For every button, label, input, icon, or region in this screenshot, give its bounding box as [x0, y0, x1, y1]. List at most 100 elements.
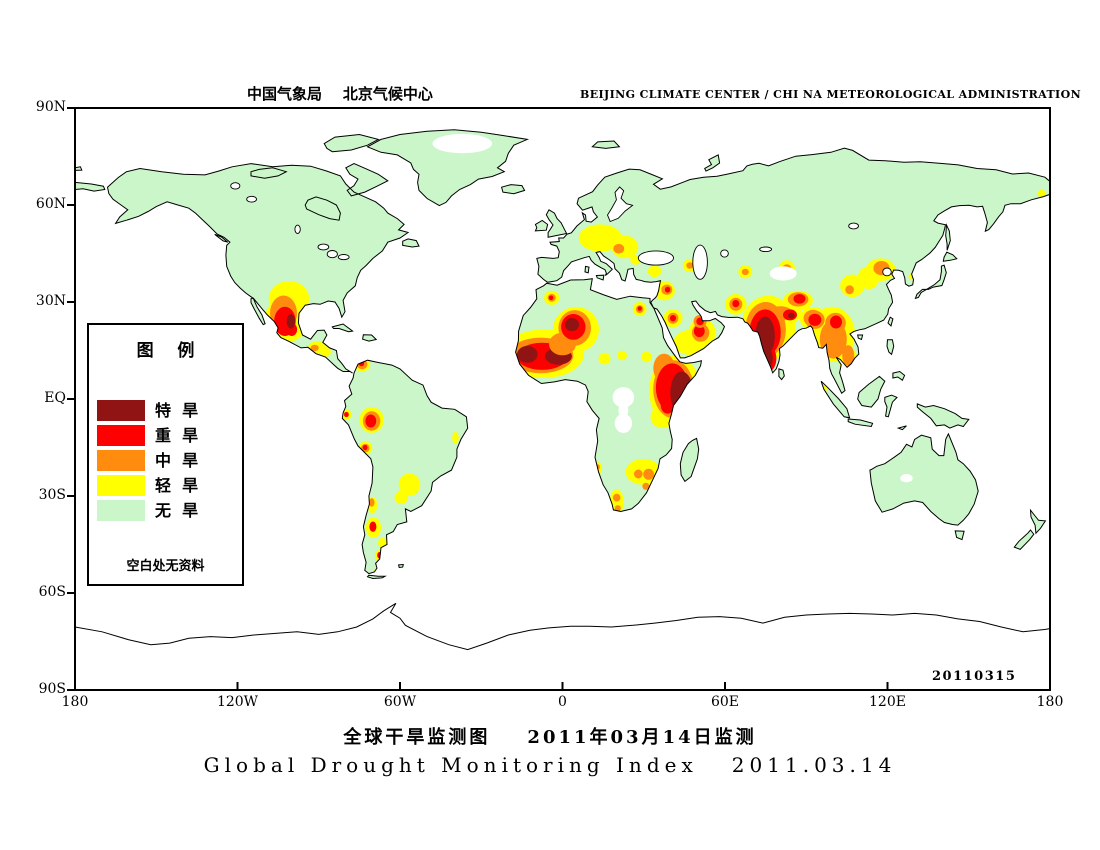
- coastline: [778, 368, 785, 381]
- legend-label-severe: 重 旱: [155, 426, 199, 445]
- legend-swatch-moderate: [97, 450, 145, 471]
- coastline: [250, 297, 266, 326]
- lon-label-120W-1: 120W: [216, 694, 259, 710]
- drought-sahara-central-extreme: [565, 318, 579, 332]
- coastline: [916, 403, 970, 429]
- coastline: [886, 339, 895, 356]
- drought-southern-africa-light: [625, 458, 661, 485]
- antarctica-coastline: [75, 602, 1050, 651]
- legend-swatch-extreme: [97, 400, 145, 421]
- legend-label-moderate: 中 旱: [155, 451, 199, 470]
- drought-chukotka-light: [1037, 189, 1046, 198]
- drought-caucasus-moderate: [686, 262, 694, 269]
- drought-peru-north-severe: [365, 414, 377, 428]
- drought-argentina-south-severe: [369, 521, 377, 532]
- lat-label-90S: 90S: [38, 681, 66, 697]
- lat-label-30N: 30N: [35, 293, 66, 309]
- no-data-patch: [614, 413, 633, 433]
- continent: [915, 265, 947, 299]
- drought-turkey-levant-light: [647, 265, 662, 278]
- lat-label-EQ: EQ: [44, 390, 66, 406]
- lat-label-90N: 90N: [35, 99, 66, 115]
- drought-balochistan-severe: [732, 300, 740, 308]
- continent: [345, 163, 388, 196]
- drought-southern-africa-moderate: [634, 469, 643, 479]
- drought-southern-africa-moderate: [614, 505, 621, 512]
- coastline: [857, 375, 886, 408]
- coastline: [515, 278, 703, 513]
- legend-label-none: 无 旱: [155, 501, 199, 520]
- continent: [1030, 510, 1046, 534]
- coastline: [820, 380, 851, 419]
- coastline: [1029, 508, 1047, 535]
- continent: [596, 275, 604, 280]
- legend-label-extreme: 特 旱: [155, 401, 199, 420]
- legend-no-data-note: 空白处无资料: [126, 559, 205, 574]
- coastline: [857, 334, 864, 341]
- drought-indochina-severe: [830, 315, 842, 329]
- drought-chile-central-moderate: [369, 498, 375, 507]
- coastline: [534, 219, 549, 232]
- lake: [230, 182, 241, 190]
- coastline: [704, 154, 721, 172]
- coastline: [942, 251, 958, 262]
- continent: [342, 360, 468, 574]
- drought-southern-africa-moderate: [642, 482, 650, 490]
- coastline: [536, 147, 1050, 394]
- coastline: [402, 238, 420, 248]
- map-title-chinese: 全球干旱监测图 2011年03月14日监测: [343, 727, 757, 748]
- lake: [882, 267, 892, 277]
- coastline: [869, 432, 979, 526]
- drought-southern-africa-moderate: [612, 493, 621, 502]
- coastline: [362, 334, 378, 342]
- legend-title: 图 例: [136, 341, 195, 361]
- legend-swatch-severe: [97, 425, 145, 446]
- drought-arabia-severe: [693, 325, 705, 338]
- lake: [759, 246, 773, 253]
- legend-item-moderate: 中 旱: [89, 450, 242, 471]
- coastline: [75, 181, 106, 192]
- legend-swatch-light: [97, 475, 145, 496]
- lon-label-180-0: 180: [61, 694, 89, 710]
- continent: [869, 433, 979, 526]
- coastline: [887, 316, 894, 327]
- drought-horn-of-africa-severe: [660, 397, 675, 414]
- coastline: [884, 394, 898, 418]
- continent: [704, 154, 720, 172]
- drought-central-america-light: [320, 347, 331, 357]
- header-english: BEIJING CLIMATE CENTER / CHI NA METEOROL…: [580, 88, 1082, 101]
- drought-algeria-north-severe: [548, 295, 554, 301]
- coastline: [945, 223, 951, 251]
- continent: [402, 238, 419, 247]
- continent: [546, 209, 567, 238]
- coastline: [595, 274, 605, 281]
- header-chinese: 中国气象局 北京气候中心: [247, 85, 433, 103]
- drought-europe-central-light: [578, 224, 623, 252]
- continent: [324, 134, 379, 152]
- drought-chad-sudan-light: [598, 352, 611, 365]
- drought-central-america-moderate: [310, 344, 319, 352]
- drought-chad-sudan-light: [641, 351, 652, 363]
- legend-item-extreme: 特 旱: [89, 400, 242, 421]
- continent: [821, 381, 850, 418]
- coastline: [591, 140, 621, 149]
- lake: [294, 224, 301, 234]
- legend-item-severe: 重 旱: [89, 425, 242, 446]
- coastline: [341, 359, 469, 575]
- continent: [592, 141, 620, 149]
- drought-arabia-severe: [670, 315, 676, 322]
- coastline: [679, 437, 700, 483]
- lake: [692, 244, 708, 280]
- legend-label-light: 轻 旱: [155, 476, 199, 495]
- lat-label-30S: 30S: [38, 487, 66, 503]
- coastline: [545, 209, 568, 238]
- lake: [337, 254, 350, 261]
- drought-indochina-severe: [808, 313, 822, 326]
- drought-uzbekistan-moderate: [741, 268, 749, 276]
- coastlines: [75, 129, 1050, 580]
- continent: [680, 438, 699, 482]
- lake: [317, 243, 330, 251]
- lake: [606, 186, 634, 223]
- continent: [857, 376, 885, 408]
- drought-peru-south-severe: [362, 444, 368, 451]
